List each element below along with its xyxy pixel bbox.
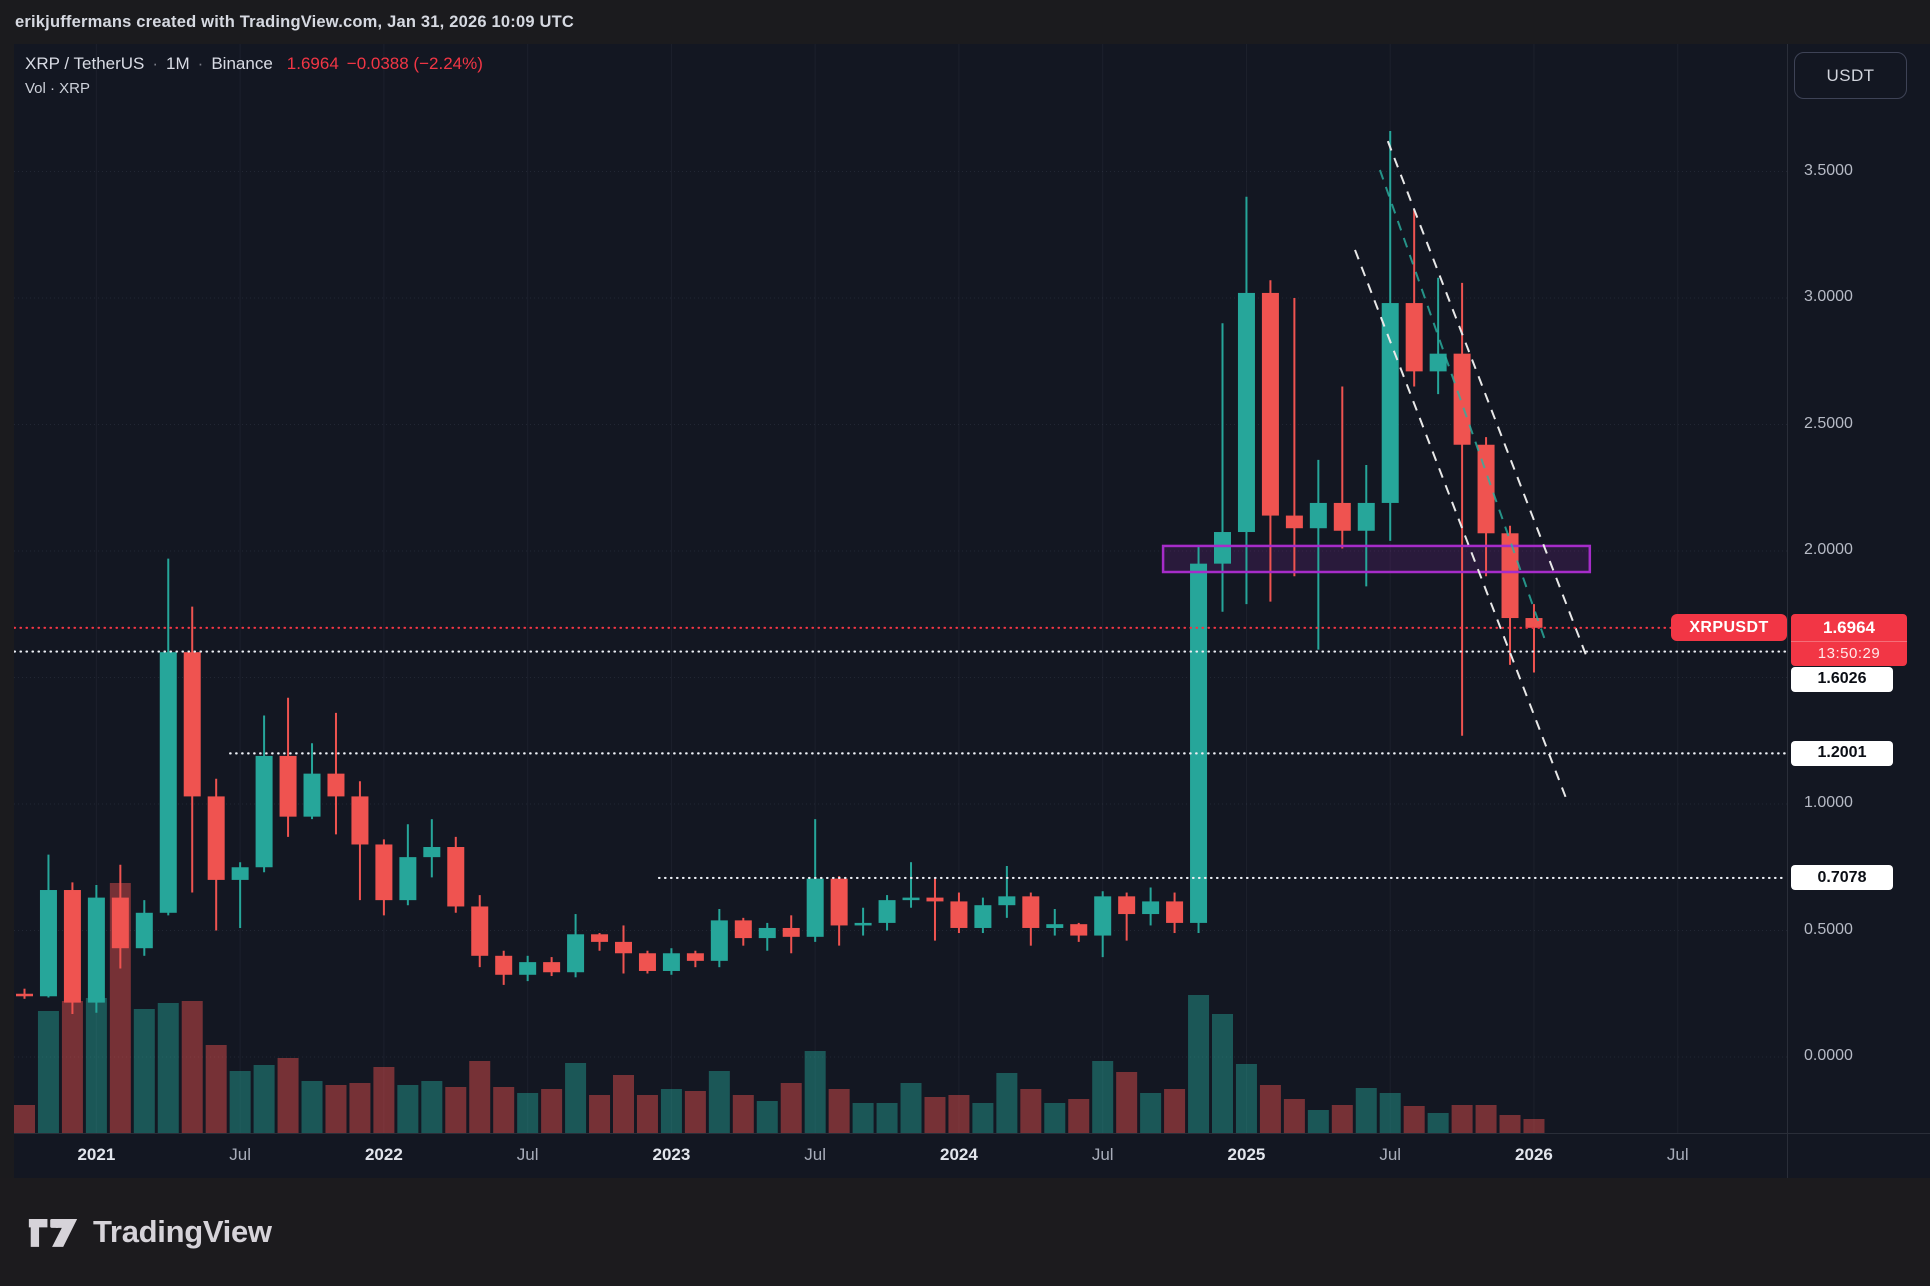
attribution-text: erikjuffermans created with TradingView.… bbox=[15, 12, 575, 31]
price-axis[interactable]: 3.5000 3.0000 2.5000 2.0000 1.0000 0.5000 0.00… bbox=[1788, 44, 1930, 1133]
time-tick-2022-15: 2022 bbox=[364, 1145, 403, 1164]
legend-last-price: 1.6964 bbox=[286, 54, 339, 73]
level-label-0.7078: 0.7078 bbox=[1791, 865, 1893, 891]
legend-symbol-row[interactable]: XRP / TetherUS · 1M · Binance 1.6964 −0.… bbox=[25, 51, 483, 77]
time-tick-2024-39: 2024 bbox=[940, 1145, 978, 1164]
tradingview-wordmark: TradingView bbox=[93, 1214, 272, 1249]
price-chart-canvas[interactable] bbox=[14, 44, 1787, 1133]
legend-symbol: XRP / TetherUS bbox=[25, 54, 145, 73]
legend-exchange: Binance bbox=[211, 54, 273, 73]
tradingview-logo-icon bbox=[28, 1219, 78, 1247]
time-tick-Jul-33: Jul bbox=[804, 1145, 827, 1164]
price-tick-0.0000: 0.0000 bbox=[1804, 1047, 1853, 1064]
legend-interval: 1M bbox=[166, 54, 190, 73]
legend-separator2: · bbox=[197, 54, 204, 73]
chart-legend[interactable]: XRP / TetherUS · 1M · Binance 1.6964 −0.… bbox=[25, 51, 483, 97]
time-tick-Jul-57: Jul bbox=[1379, 1145, 1402, 1164]
price-tick-3.0000: 3.0000 bbox=[1804, 288, 1853, 305]
bar-countdown: 13:50:29 bbox=[1791, 640, 1907, 666]
symbol-price-tag: XRPUSDT bbox=[1671, 614, 1787, 641]
price-axis-border bbox=[1787, 44, 1788, 1178]
time-tick-2021-3: 2021 bbox=[77, 1145, 116, 1164]
price-tick-3.5000: 3.5000 bbox=[1804, 161, 1853, 179]
price-tick-2.5000: 2.5000 bbox=[1804, 414, 1853, 432]
last-price-value: 1.6964 bbox=[1823, 617, 1875, 637]
time-axis[interactable]: 2021 Jul 2022 Jul 2023 Jul 2024 Jul 2025 Jul 2026 J… bbox=[14, 1134, 1930, 1178]
level-label-1.6026: 1.6026 bbox=[1791, 666, 1893, 692]
footer-bar: TradingView bbox=[0, 1178, 1930, 1286]
price-tick-0.5000: 0.5000 bbox=[1804, 920, 1853, 938]
time-tick-2025-51: 2025 bbox=[1227, 1145, 1266, 1164]
chart-stage[interactable]: XRP / TetherUS · 1M · Binance 1.6964 −0.… bbox=[14, 44, 1930, 1178]
time-axis-border bbox=[14, 1133, 1930, 1134]
currency-toggle-button[interactable]: USDT bbox=[1794, 52, 1907, 99]
price-tick-1.0000: 1.0000 bbox=[1804, 794, 1853, 811]
time-tick-2023-27: 2023 bbox=[652, 1145, 691, 1164]
time-tick-Jul-69: Jul bbox=[1666, 1145, 1689, 1164]
last-price-label: 1.6964 13:50:29 bbox=[1791, 613, 1907, 666]
price-tick-2.0000: 2.0000 bbox=[1804, 541, 1853, 558]
legend-volume-row[interactable]: Vol · XRP bbox=[25, 80, 91, 97]
level-label-1.2001: 1.2001 bbox=[1791, 740, 1893, 766]
time-tick-2026-63: 2026 bbox=[1515, 1145, 1553, 1164]
time-tick-Jul-45: Jul bbox=[1091, 1145, 1114, 1164]
time-tick-Jul-21: Jul bbox=[516, 1145, 539, 1164]
legend-change: −0.0388 (−2.24%) bbox=[346, 54, 483, 73]
legend-separator: · bbox=[152, 54, 159, 73]
time-tick-Jul-9: Jul bbox=[229, 1145, 251, 1164]
attribution-bar: erikjuffermans created with TradingView.… bbox=[0, 0, 1930, 44]
